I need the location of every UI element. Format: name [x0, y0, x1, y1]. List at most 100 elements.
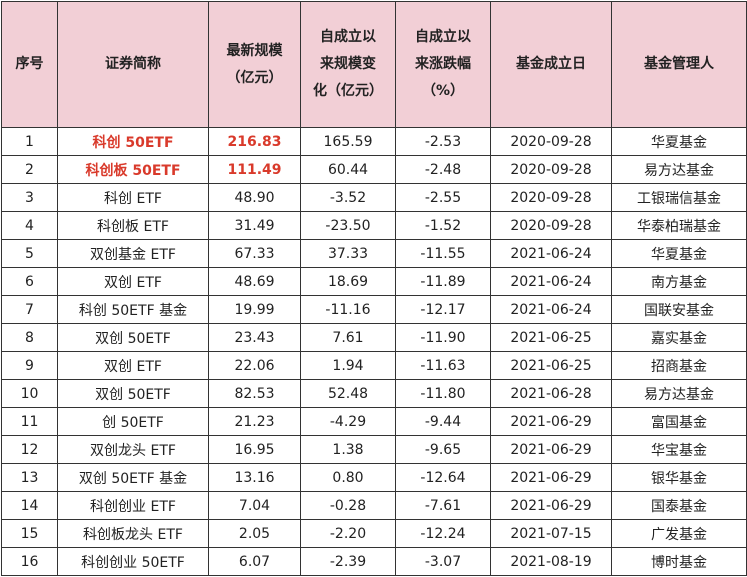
cell-inception: 2021-06-28 — [490, 379, 612, 408]
cell-scale: 16.95 — [208, 435, 301, 464]
cell-name: 科创 50ETF 基金 — [57, 295, 209, 324]
cell-inception: 2021-06-29 — [490, 491, 612, 520]
cell-scale: 67.33 — [208, 239, 301, 268]
cell-no: 5 — [1, 239, 58, 268]
table-body: 1 科创 50ETF 216.83 165.59 -2.53 2020-09-28 华夏基金… — [1, 127, 747, 576]
cell-inception: 2020-09-28 — [490, 127, 612, 156]
cell-name: 科创板 50ETF — [57, 155, 209, 184]
cell-scale-change: -11.16 — [300, 295, 396, 324]
header-row: 序号 证券简称 最新规模 （亿元） 自成立以 来规模变 化（亿元） 自成立以 来涨跌幅 （… — [1, 1, 747, 128]
cell-scale-change: 1.38 — [300, 435, 396, 464]
cell-inception: 2021-06-29 — [490, 407, 612, 436]
cell-name: 科创创业 ETF — [57, 491, 209, 520]
cell-scale: 111.49 — [208, 155, 301, 184]
cell-scale-change: -2.20 — [300, 519, 396, 548]
cell-manager: 工银瑞信基金 — [611, 183, 747, 212]
cell-manager: 华夏基金 — [611, 239, 747, 268]
table-row: 16 科创创业 50ETF 6.07 -2.39 -3.07 2021-08-19 博时基金 — [1, 547, 747, 576]
cell-inception: 2021-06-29 — [490, 463, 612, 492]
cell-inception: 2021-06-24 — [490, 295, 612, 324]
cell-scale: 31.49 — [208, 211, 301, 240]
cell-scale: 22.06 — [208, 351, 301, 380]
header-manager-line: 基金管理人 — [644, 56, 714, 72]
cell-no: 9 — [1, 351, 58, 380]
header-return-line-1: 自成立以 — [415, 29, 471, 45]
header-no-line: 序号 — [15, 56, 44, 72]
cell-manager: 易方达基金 — [611, 379, 747, 408]
header-scale-line-2: （亿元） — [226, 69, 283, 86]
cell-return: -2.53 — [395, 127, 491, 156]
cell-manager: 广发基金 — [611, 519, 747, 548]
cell-manager: 南方基金 — [611, 267, 747, 296]
table-row: 13 双创 50ETF 基金 13.16 0.80 -12.64 2021-06-29 银华… — [1, 463, 747, 492]
cell-scale-change: 37.33 — [300, 239, 396, 268]
cell-inception: 2021-06-29 — [490, 435, 612, 464]
cell-name: 双创 50ETF — [57, 379, 209, 408]
cell-scale: 216.83 — [208, 127, 301, 156]
cell-name: 双创 ETF — [57, 351, 209, 380]
cell-return: -2.55 — [395, 183, 491, 212]
cell-name: 科创板 ETF — [57, 211, 209, 240]
cell-no: 2 — [1, 155, 58, 184]
cell-manager: 博时基金 — [611, 547, 747, 576]
cell-name: 创 50ETF — [57, 407, 209, 436]
cell-scale: 48.69 — [208, 267, 301, 296]
cell-no: 11 — [1, 407, 58, 436]
cell-inception: 2020-09-28 — [490, 183, 612, 212]
cell-inception: 2021-06-25 — [490, 351, 612, 380]
header-inception: 基金成立日 — [490, 1, 612, 128]
header-scale-change-line-3: 化（亿元） — [313, 83, 383, 99]
cell-name: 双创 ETF — [57, 267, 209, 296]
header-inception-line: 基金成立日 — [516, 56, 586, 72]
cell-return: -9.44 — [395, 407, 491, 436]
table-row: 6 双创 ETF 48.69 18.69 -11.89 2021-06-24 南方基金 — [1, 267, 747, 296]
cell-return: -2.48 — [395, 155, 491, 184]
table-row: 7 科创 50ETF 基金 19.99 -11.16 -12.17 2021-06-24 国… — [1, 295, 747, 324]
cell-inception: 2021-07-15 — [490, 519, 612, 548]
cell-no: 8 — [1, 323, 58, 352]
cell-return: -11.55 — [395, 239, 491, 268]
cell-manager: 华夏基金 — [611, 127, 747, 156]
header-scale-line-1: 最新规模 — [226, 42, 283, 59]
cell-return: -3.07 — [395, 547, 491, 576]
header-scale-change-line-1: 自成立以 — [320, 29, 376, 45]
cell-return: -7.61 — [395, 491, 491, 520]
table-row: 3 科创 ETF 48.90 -3.52 -2.55 2020-09-28 工银瑞信基金 — [1, 183, 747, 212]
header-return: 自成立以 来涨跌幅 （%） — [395, 1, 491, 128]
cell-scale-change: 60.44 — [300, 155, 396, 184]
cell-no: 4 — [1, 211, 58, 240]
cell-scale-change: 165.59 — [300, 127, 396, 156]
cell-name: 科创 50ETF — [57, 127, 209, 156]
header-scale: 最新规模 （亿元） — [208, 1, 301, 128]
cell-inception: 2021-06-24 — [490, 267, 612, 296]
cell-manager: 国泰基金 — [611, 491, 747, 520]
table-row: 9 双创 ETF 22.06 1.94 -11.63 2021-06-25 招商基金 — [1, 351, 747, 380]
cell-no: 1 — [1, 127, 58, 156]
table-row: 4 科创板 ETF 31.49 -23.50 -1.52 2020-09-28 华泰柏瑞基金 — [1, 211, 747, 240]
cell-return: -11.80 — [395, 379, 491, 408]
header-name-line: 证券简称 — [105, 56, 161, 72]
cell-scale: 21.23 — [208, 407, 301, 436]
table-row: 12 双创龙头 ETF 16.95 1.38 -9.65 2021-06-29 华宝基金 — [1, 435, 747, 464]
header-manager: 基金管理人 — [611, 1, 747, 128]
cell-manager: 银华基金 — [611, 463, 747, 492]
cell-return: -11.90 — [395, 323, 491, 352]
cell-inception: 2020-09-28 — [490, 211, 612, 240]
cell-name: 科创 ETF — [57, 183, 209, 212]
cell-scale-change: 52.48 — [300, 379, 396, 408]
table-row: 8 双创 50ETF 23.43 7.61 -11.90 2021-06-25 嘉实基金 — [1, 323, 747, 352]
cell-scale-change: -2.39 — [300, 547, 396, 576]
cell-name: 双创基金 ETF — [57, 239, 209, 268]
cell-no: 12 — [1, 435, 58, 464]
cell-scale-change: 7.61 — [300, 323, 396, 352]
cell-inception: 2021-08-19 — [490, 547, 612, 576]
cell-no: 13 — [1, 463, 58, 492]
header-scale-change: 自成立以 来规模变 化（亿元） — [300, 1, 396, 128]
cell-name: 科创创业 50ETF — [57, 547, 209, 576]
cell-scale-change: 1.94 — [300, 351, 396, 380]
cell-return: -12.64 — [395, 463, 491, 492]
cell-name: 科创板龙头 ETF — [57, 519, 209, 548]
cell-scale: 19.99 — [208, 295, 301, 324]
table-row: 2 科创板 50ETF 111.49 60.44 -2.48 2020-09-28 易方达基… — [1, 155, 747, 184]
